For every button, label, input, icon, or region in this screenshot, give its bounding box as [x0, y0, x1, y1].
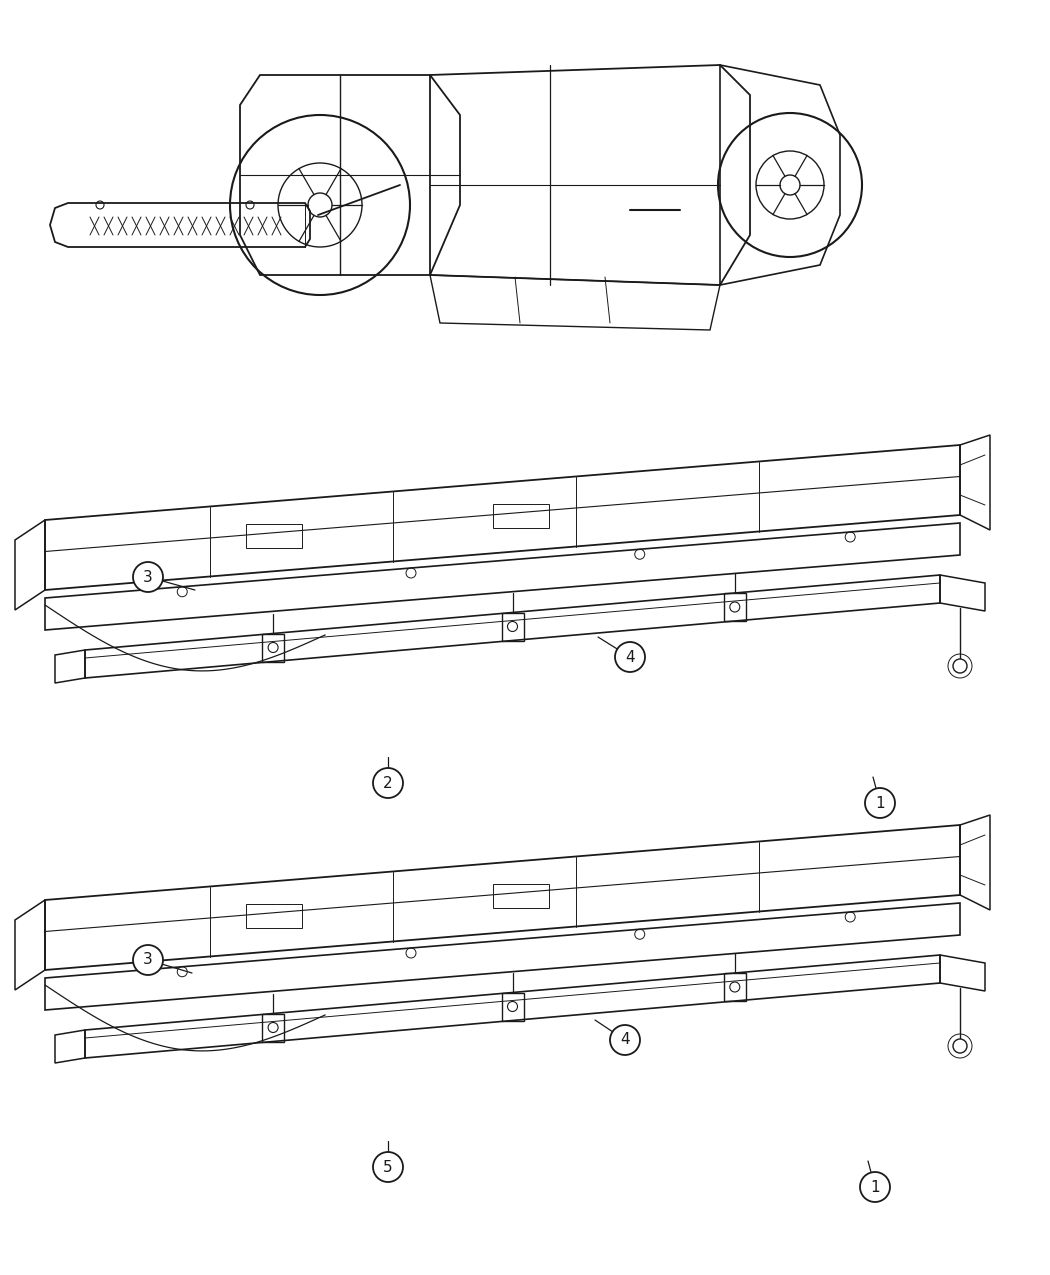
Circle shape — [373, 1153, 403, 1182]
Text: 2: 2 — [383, 775, 393, 790]
Text: 3: 3 — [143, 570, 153, 584]
Text: 1: 1 — [876, 796, 885, 811]
Text: 5: 5 — [383, 1159, 393, 1174]
Text: 3: 3 — [143, 952, 153, 968]
Circle shape — [373, 768, 403, 798]
Circle shape — [610, 1025, 640, 1054]
Circle shape — [133, 562, 163, 592]
Text: 1: 1 — [870, 1179, 880, 1195]
Circle shape — [860, 1172, 890, 1202]
Text: 4: 4 — [621, 1033, 630, 1048]
Circle shape — [615, 643, 645, 672]
Circle shape — [865, 788, 895, 819]
Text: 4: 4 — [625, 649, 635, 664]
Circle shape — [133, 945, 163, 975]
